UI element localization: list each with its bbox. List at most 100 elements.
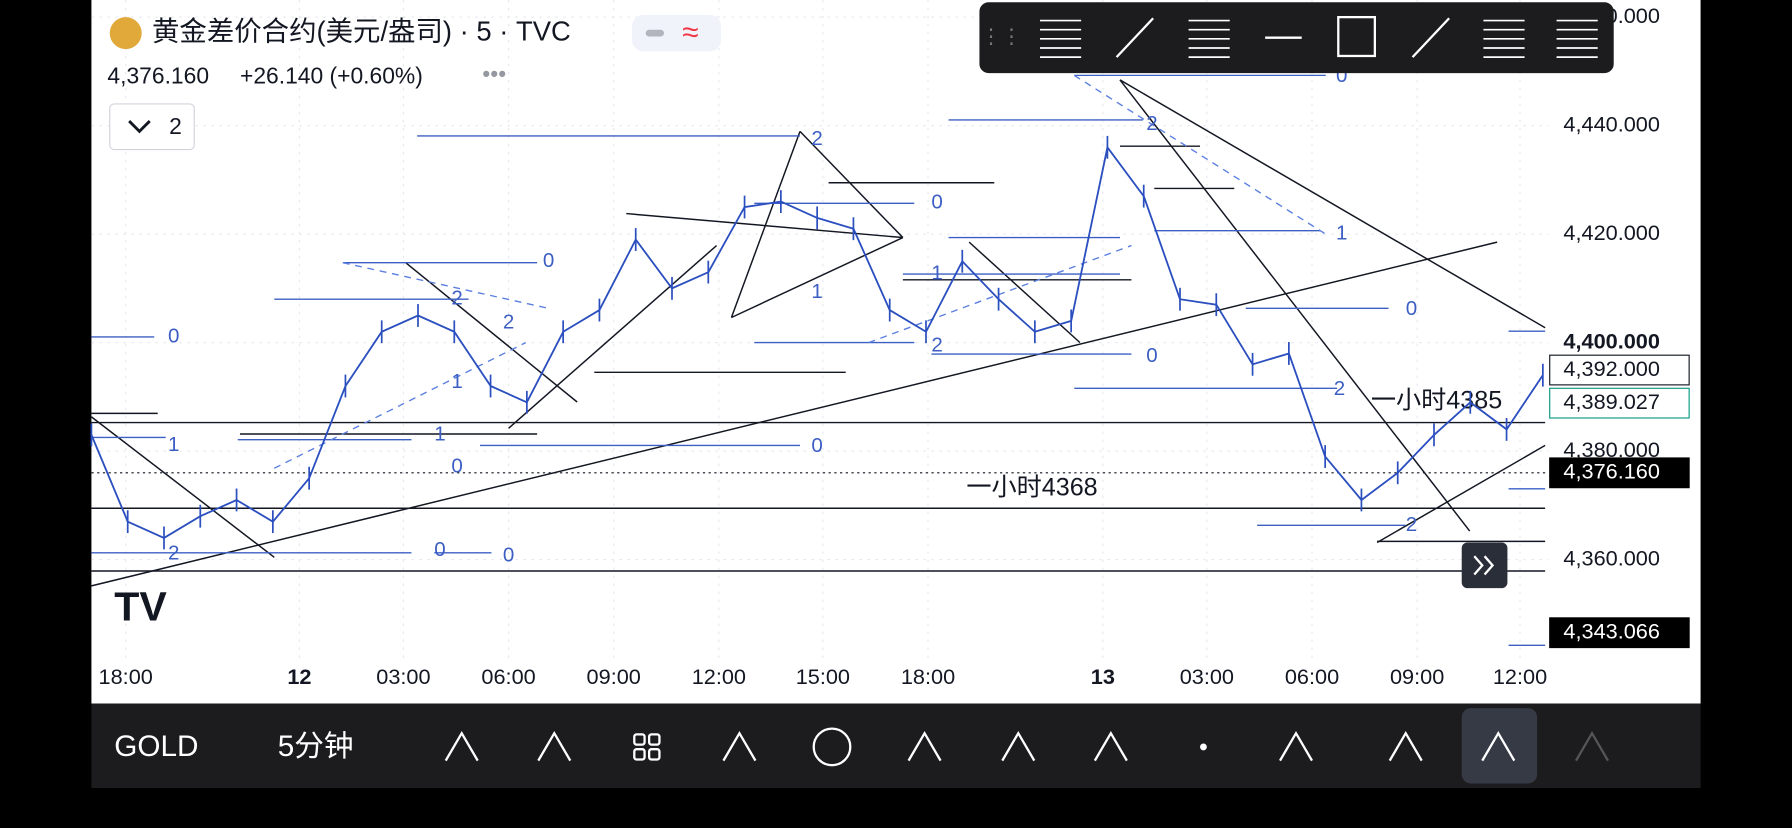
fib-label: 2	[931, 333, 942, 356]
tv-logo: TV	[114, 584, 167, 630]
time-axis-label: 06:00	[481, 664, 535, 689]
bottom-icon[interactable]	[537, 730, 572, 762]
price-line	[90, 145, 1544, 539]
tool-icon	[1115, 17, 1154, 58]
fib-label: 1	[451, 370, 462, 393]
fib-label: 2	[168, 541, 179, 564]
price-axis-label: 4,440.000	[1563, 111, 1660, 136]
chart-area	[91, 0, 1701, 704]
bottom-icon[interactable]	[812, 727, 852, 767]
bottom-icon[interactable]	[444, 730, 479, 762]
trend-line	[799, 130, 904, 239]
price-axis-label: 4,420.000	[1563, 220, 1660, 245]
price-chart	[90, 135, 1544, 550]
bottom-icon[interactable]	[647, 748, 661, 761]
bottom-icon[interactable]	[1481, 730, 1516, 762]
fib-label: 2	[1406, 513, 1417, 536]
indicator-count: 2	[169, 113, 182, 139]
fib-label: 0	[168, 324, 179, 347]
bottom-tools	[444, 727, 1609, 767]
fib-label: 0	[543, 249, 554, 272]
collapse-button[interactable]	[109, 103, 195, 151]
time-axis-label: 03:00	[1180, 664, 1234, 689]
fib-label: 1	[811, 280, 822, 303]
bottom-icon[interactable]	[722, 730, 757, 762]
time-axis-label: 03:00	[376, 664, 430, 689]
fib-label: 2	[451, 287, 462, 310]
chevron-icon	[128, 120, 151, 134]
bottom-icon[interactable]	[907, 730, 942, 762]
price-tag-box	[1549, 617, 1690, 649]
trend-line	[91, 241, 1498, 587]
more-dots[interactable]: •••	[482, 60, 506, 86]
fib-label: 1	[931, 262, 942, 285]
price-axis-label: 4,360.000	[1563, 545, 1660, 570]
fib-trend	[342, 262, 549, 310]
price-tag: 4,343.066	[1563, 618, 1660, 643]
fib-label: 0	[1146, 344, 1157, 367]
fib-trend	[868, 244, 1132, 344]
fib-label: 0	[931, 191, 942, 214]
fib-trend	[273, 342, 527, 469]
price-tag: 4,376.160	[1563, 459, 1660, 484]
price-change: +26.140 (+0.60%)	[240, 63, 423, 89]
bottom-icon[interactable]	[633, 748, 646, 761]
time-axis-label: 12	[287, 664, 311, 689]
market-closed-icon	[645, 29, 664, 37]
status-badges	[632, 14, 722, 52]
grid	[91, 0, 1549, 663]
symbol-icon	[109, 17, 142, 50]
tool-icon	[1411, 17, 1450, 58]
scroll-right-button[interactable]	[1461, 542, 1508, 589]
fullscreen-button[interactable]	[1461, 708, 1538, 784]
fib-label: 0	[434, 538, 445, 561]
price-tag: 4,389.027	[1563, 389, 1660, 414]
fib-label: 0	[1336, 64, 1347, 87]
bottom-icon[interactable]	[1279, 730, 1313, 762]
fib-label: 0	[1406, 297, 1417, 320]
bottom-icon[interactable]	[1200, 743, 1207, 751]
time-axis-label: 12:00	[1493, 664, 1547, 689]
trend-line	[1119, 79, 1471, 532]
time-axis-label: 06:00	[1285, 664, 1339, 689]
trend-line	[1119, 79, 1546, 329]
trend-line	[730, 131, 801, 318]
trend-line	[508, 244, 718, 429]
fib-label: 2	[1146, 112, 1157, 135]
bottom-icon[interactable]	[1001, 730, 1036, 762]
bottom-icon[interactable]	[633, 733, 646, 746]
bottom-icon[interactable]	[1093, 730, 1128, 762]
drag-handle: ⋮⋮	[981, 25, 1022, 48]
bottom-symbol[interactable]: GOLD	[114, 730, 198, 763]
fib-label: 1	[434, 423, 445, 446]
bottom-icon[interactable]	[1575, 730, 1609, 762]
bottom-icon[interactable]	[1388, 730, 1423, 762]
bottom-toolbar	[91, 703, 1701, 789]
time-axis-label: 09:00	[587, 664, 641, 689]
tool-icon	[1337, 15, 1376, 58]
price-axis-label: 4,400.000	[1563, 328, 1660, 353]
last-price: 4,376.160	[107, 63, 209, 89]
fib-label: 1	[1336, 222, 1347, 245]
fib-label: 0	[451, 455, 462, 478]
symbol-title: 黄金差价合约(美元/盎司) · 5 · TVC	[152, 15, 571, 46]
time-axis-label: 15:00	[796, 664, 850, 689]
time-axis-label: 13	[1091, 664, 1115, 689]
time-axis-label: 12:00	[692, 664, 746, 689]
delayed-icon: ≈	[682, 16, 698, 49]
bottom-icon[interactable]	[647, 733, 661, 746]
time-axis-label: 18:00	[99, 664, 153, 689]
bottom-interval[interactable]: 5分钟	[278, 730, 354, 763]
scroll-icon	[1473, 555, 1495, 576]
fib-label: 2	[503, 311, 514, 334]
fib-label: 2	[811, 127, 822, 150]
trend-line	[731, 236, 904, 319]
price-tag: 4,392.000	[1563, 356, 1660, 381]
fib-label: 1	[168, 433, 179, 456]
time-axis-label: 09:00	[1390, 664, 1444, 689]
price-tag-box	[1549, 387, 1690, 419]
drawing-tools: ⋮⋮	[981, 15, 1598, 58]
